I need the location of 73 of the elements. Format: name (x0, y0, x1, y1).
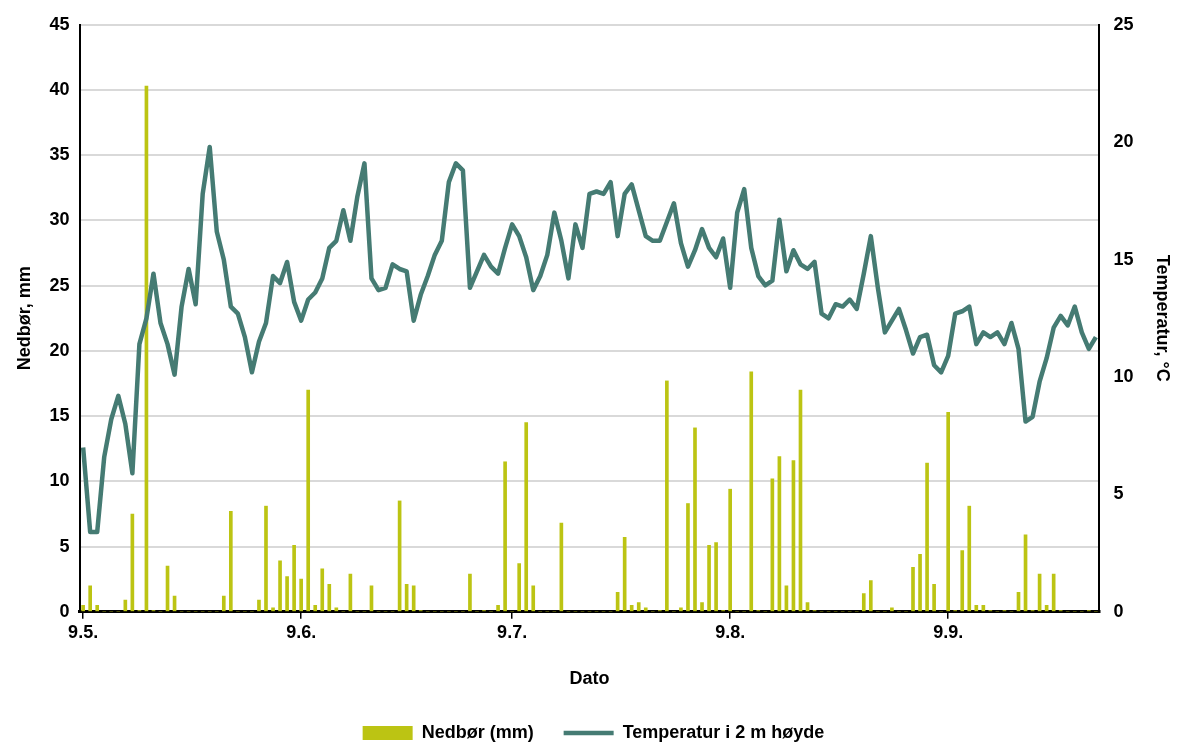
bar (629, 604, 634, 612)
x-tick-label: 9.6. (286, 621, 317, 642)
bar (88, 585, 92, 612)
y-tick-label: 20 (49, 339, 70, 360)
bar (636, 602, 641, 612)
bar (306, 389, 311, 612)
bar (320, 568, 325, 612)
y-axis-title: Nedbør, mm (13, 266, 34, 371)
x-tick-label: 9.8. (715, 621, 746, 642)
bar (411, 585, 416, 612)
x-tick-label: 9.7. (497, 621, 528, 642)
y-tick-label: 40 (49, 78, 70, 99)
bar (221, 595, 226, 612)
y2-tick-label: 10 (1113, 365, 1134, 386)
bar (960, 550, 965, 612)
bar (496, 604, 500, 612)
bar (524, 422, 529, 612)
bar (918, 554, 922, 612)
x-axis-title: Dato (569, 668, 610, 689)
y-tick-label: 0 (59, 600, 70, 621)
y-tick-label: 10 (49, 470, 70, 491)
y2-tick-label: 20 (1113, 131, 1134, 152)
bar (700, 602, 704, 612)
bar (890, 607, 894, 612)
bar (967, 505, 972, 612)
legend-label: Temperatur i 2 m høyde (622, 721, 825, 742)
bar (665, 380, 669, 612)
bar (334, 607, 339, 612)
bar (974, 604, 979, 612)
x-tick-label: 9.9. (933, 621, 964, 642)
bar (257, 599, 261, 612)
bar (517, 563, 521, 612)
bar (285, 576, 289, 612)
bar (292, 544, 296, 612)
bar (81, 604, 85, 612)
bar (911, 567, 915, 612)
bar (946, 411, 950, 612)
bar (643, 607, 648, 612)
bar (714, 542, 718, 612)
bar (229, 511, 233, 612)
bar (868, 580, 873, 612)
bar (749, 371, 754, 612)
y-tick-label: 35 (49, 144, 70, 165)
y2-axis-title: Temperatur, °C (1153, 254, 1174, 382)
y-tick-label: 45 (49, 13, 70, 34)
y2-tick-label: 15 (1113, 248, 1134, 269)
bar (679, 607, 683, 612)
bar (686, 503, 690, 612)
bar (707, 544, 711, 612)
bar (932, 584, 936, 612)
legend-label: Nedbør (mm) (421, 721, 534, 742)
y-tick-label: 25 (49, 274, 70, 295)
bar (861, 593, 866, 612)
bar (531, 585, 536, 612)
bar (271, 607, 275, 612)
y2-tick-label: 5 (1113, 483, 1124, 504)
bar (264, 505, 268, 612)
bar (503, 461, 507, 612)
y-tick-label: 30 (49, 209, 70, 230)
bar (313, 604, 318, 612)
bar (327, 584, 332, 612)
bar (278, 560, 282, 612)
bar (925, 462, 929, 612)
bar (728, 488, 732, 612)
y-tick-label: 5 (59, 535, 70, 556)
y2-tick-label: 25 (1113, 13, 1134, 34)
bar (299, 578, 303, 612)
bar (95, 604, 100, 612)
y-tick-label: 15 (49, 405, 70, 426)
y2-tick-label: 0 (1113, 600, 1124, 621)
bar (468, 573, 472, 612)
bar (693, 427, 697, 612)
x-tick-label: 9.5. (68, 621, 99, 642)
